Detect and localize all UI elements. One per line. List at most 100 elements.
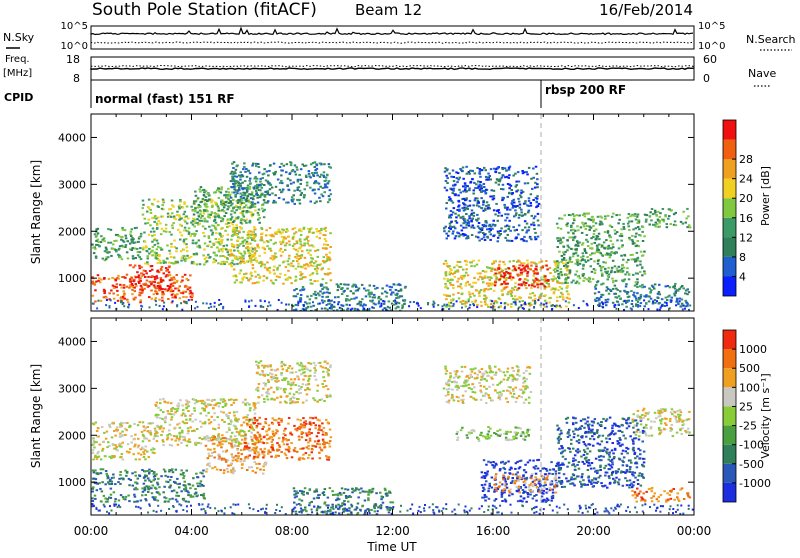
power-cell <box>153 231 156 233</box>
power-cell <box>498 272 501 274</box>
velocity-cell <box>236 460 239 462</box>
power-cell <box>566 225 569 227</box>
power-cell <box>485 169 488 171</box>
velocity-cell <box>236 440 239 442</box>
velocity-cell <box>248 430 251 432</box>
power-cell <box>122 296 125 298</box>
power-cell <box>644 273 647 275</box>
power-cell <box>243 276 246 278</box>
power-cell <box>157 262 160 264</box>
power-cell <box>472 204 475 206</box>
power-cell <box>634 215 637 217</box>
power-cell <box>282 283 285 285</box>
power-cell <box>117 294 120 296</box>
power-cell <box>352 285 355 287</box>
power-cell <box>367 289 370 291</box>
velocity-cell <box>93 447 96 449</box>
power-cell <box>197 207 200 209</box>
power-cell <box>557 227 560 229</box>
power-cell <box>169 231 172 233</box>
power-cell <box>293 243 296 245</box>
power-cell <box>129 264 132 266</box>
power-ground-cell <box>476 306 478 308</box>
power-ground-cell <box>123 305 125 307</box>
power-cell <box>620 233 623 235</box>
power-ground-cell <box>127 306 129 308</box>
velocity-cell <box>247 443 250 445</box>
power-cell <box>508 192 511 194</box>
velocity-cell <box>143 429 146 431</box>
velocity-cell <box>137 424 140 426</box>
power-cell <box>105 297 108 299</box>
velocity-cell <box>200 480 203 482</box>
power-cell <box>205 196 208 198</box>
velocity-cell <box>119 424 122 426</box>
power-cell <box>123 287 126 289</box>
power-cell <box>196 218 199 220</box>
power-cell <box>564 214 567 216</box>
power-cell <box>484 221 487 223</box>
power-cell <box>170 234 173 236</box>
velocity-cell <box>134 496 137 498</box>
power-cell <box>533 275 536 277</box>
power-cell <box>248 234 251 236</box>
power-cell <box>508 267 511 269</box>
velocity-cell <box>167 410 170 412</box>
velocity-cell <box>160 425 163 427</box>
power-cell <box>278 276 281 278</box>
velocity-cell <box>196 401 199 403</box>
velocity-cell <box>186 422 189 424</box>
power-cell <box>614 233 617 235</box>
power-cell <box>263 275 266 277</box>
power-cell <box>328 199 331 201</box>
velocity-cell <box>241 439 244 441</box>
power-cell <box>480 289 483 291</box>
power-cell <box>126 251 128 253</box>
power-cell <box>558 277 561 279</box>
power-ground-cell <box>537 299 539 301</box>
power-cell <box>636 245 639 247</box>
power-cell <box>592 225 595 227</box>
power-cell <box>219 255 222 257</box>
power-cell <box>265 234 268 236</box>
power-cell <box>476 304 479 306</box>
power-ground-cell <box>306 303 308 305</box>
power-cell <box>131 237 134 239</box>
power-cell <box>243 273 246 275</box>
power-cell <box>328 195 331 197</box>
power-cell <box>504 219 507 221</box>
power-cell <box>559 239 562 241</box>
velocity-cell <box>159 402 162 404</box>
power-cell <box>126 286 129 288</box>
velocity-cell <box>191 413 194 415</box>
power-cell <box>590 265 593 267</box>
power-cell <box>588 213 591 215</box>
power-cell <box>534 232 537 234</box>
power-cell <box>449 279 452 281</box>
power-cell <box>127 257 130 259</box>
power-cell <box>497 237 500 239</box>
power-cell <box>126 274 129 276</box>
power-cell <box>307 236 310 238</box>
power-cell <box>452 294 455 296</box>
power-cell <box>453 207 456 209</box>
power-cell <box>562 237 565 239</box>
velocity-cell <box>124 470 127 472</box>
velocity-cell <box>227 465 230 467</box>
power-cell <box>95 228 98 230</box>
cpid-label: CPID <box>4 91 33 104</box>
power-cell <box>343 290 346 292</box>
power-cell <box>121 236 124 238</box>
power-cell <box>208 237 211 239</box>
power-cell <box>386 292 389 294</box>
power-cell <box>658 291 661 293</box>
power-cell <box>606 301 609 303</box>
power-cell <box>210 201 213 203</box>
power-cell <box>147 222 150 224</box>
power-cell <box>595 284 598 286</box>
power-cell <box>150 209 153 211</box>
velocity-cell <box>136 500 139 502</box>
power-ground-cell <box>521 304 523 306</box>
power-cell <box>635 281 638 283</box>
velocity-cell <box>147 491 150 493</box>
